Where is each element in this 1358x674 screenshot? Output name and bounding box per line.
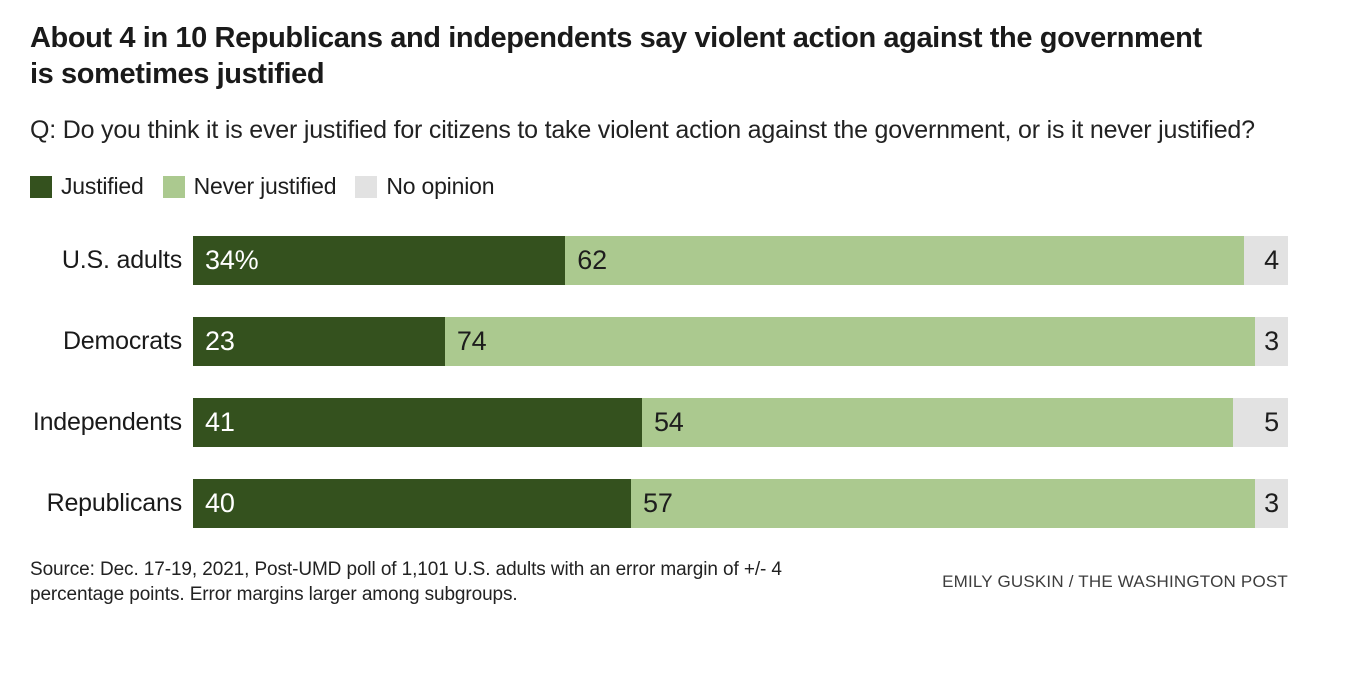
source-note: Source: Dec. 17-19, 2021, Post-UMD poll … (30, 559, 782, 605)
bar-segment-justified: 41 (193, 398, 642, 447)
bar-value-label: 5 (1264, 407, 1279, 437)
bar-row-democrats: Democrats 23 74 3 (30, 317, 1288, 366)
stacked-bar: 23 74 3 (193, 317, 1288, 366)
bar-segment-never-justified: 54 (641, 398, 1234, 447)
bar-value-label: 54 (653, 407, 684, 437)
category-label: Republicans (46, 489, 183, 517)
stacked-bar: 41 54 5 (193, 398, 1288, 447)
bar-segment-never-justified: 62 (565, 236, 1245, 285)
legend-item-never-justified: Never justified (162, 173, 337, 200)
chart-footer: Source: Dec. 17-19, 2021, Post-UMD poll … (30, 557, 1288, 607)
bar-value-label: 41 (205, 407, 235, 437)
bar-value-label: 40 (205, 488, 235, 518)
legend-swatch-justified (30, 175, 52, 198)
legend-item-no-opinion: No opinion (355, 173, 494, 200)
stacked-bar: 34% 62 4 (193, 236, 1288, 285)
bar-value-label: 3 (1264, 488, 1279, 518)
bar-segment-no-opinion: 5 (1233, 398, 1288, 447)
stacked-bar-chart: U.S. adults 34% 62 4 Democrats 23 74 3 Independe… (30, 236, 1288, 528)
category-label: Independents (32, 408, 182, 436)
bar-segment-never-justified: 74 (444, 317, 1256, 366)
chart-question: Q: Do you think it is ever justified for… (30, 116, 1255, 144)
category-label: U.S. adults (61, 246, 182, 274)
bar-segment-justified: 23 (193, 317, 445, 366)
legend-item-justified: Justified (30, 173, 144, 200)
bar-segment-no-opinion: 4 (1244, 236, 1288, 285)
legend-swatch-never-justified (162, 175, 185, 198)
bar-value-label: 74 (456, 326, 487, 356)
bar-segment-no-opinion: 3 (1255, 317, 1288, 366)
bar-value-label: 23 (205, 326, 235, 356)
legend-label: No opinion (386, 173, 495, 199)
bar-value-label: 34% (205, 245, 259, 275)
bar-row-republicans: Republicans 40 57 3 (30, 479, 1288, 528)
bar-value-label: 4 (1264, 245, 1279, 275)
chart-legend: Justified Never justified No opinion (30, 173, 1288, 200)
bar-row-independents: Independents 41 54 5 (30, 398, 1288, 447)
author-credit: EMILY GUSKIN / THE WASHINGTON POST (942, 572, 1288, 591)
bar-segment-never-justified: 57 (631, 479, 1256, 528)
bar-segment-justified: 34% (193, 236, 566, 285)
legend-label: Never justified (193, 173, 337, 199)
category-label: Democrats (62, 327, 182, 355)
bar-value-label: 3 (1264, 326, 1279, 356)
bar-row-u-s-adults: U.S. adults 34% 62 4 (30, 236, 1288, 285)
bar-value-label: 62 (577, 245, 607, 275)
chart-title: About 4 in 10 Republicans and independen… (30, 22, 1202, 90)
bar-segment-no-opinion: 3 (1255, 479, 1288, 528)
legend-swatch-no-opinion (355, 175, 378, 198)
legend-label: Justified (61, 173, 144, 199)
bar-value-label: 57 (643, 488, 673, 518)
stacked-bar: 40 57 3 (193, 479, 1288, 528)
bar-segment-justified: 40 (193, 479, 631, 528)
